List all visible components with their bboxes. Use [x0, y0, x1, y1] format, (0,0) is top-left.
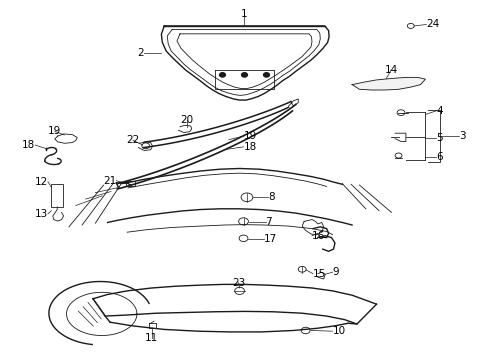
- Text: 13: 13: [35, 209, 48, 219]
- Text: 7: 7: [265, 217, 272, 227]
- Text: 17: 17: [264, 234, 277, 244]
- Text: 15: 15: [312, 269, 325, 279]
- Text: 23: 23: [231, 278, 245, 288]
- Circle shape: [394, 153, 401, 158]
- Circle shape: [238, 218, 248, 225]
- Text: 19: 19: [243, 131, 256, 141]
- Text: 9: 9: [332, 267, 339, 277]
- Circle shape: [219, 73, 225, 77]
- Bar: [51, 184, 63, 207]
- Text: 5: 5: [435, 133, 442, 143]
- Circle shape: [234, 287, 244, 294]
- Text: 4: 4: [435, 106, 442, 116]
- Circle shape: [239, 235, 247, 242]
- Circle shape: [298, 266, 305, 272]
- Text: 1: 1: [241, 9, 247, 19]
- Text: 3: 3: [458, 131, 465, 141]
- Text: 11: 11: [144, 333, 158, 343]
- Text: 8: 8: [267, 192, 274, 202]
- Text: 22: 22: [126, 135, 140, 145]
- Text: 16: 16: [311, 231, 325, 241]
- Text: 21: 21: [103, 176, 116, 186]
- Circle shape: [241, 73, 247, 77]
- Circle shape: [396, 110, 404, 116]
- Text: 10: 10: [332, 326, 345, 336]
- Polygon shape: [351, 77, 425, 90]
- Bar: [126, 181, 135, 186]
- Text: 14: 14: [384, 65, 397, 75]
- Circle shape: [407, 23, 413, 28]
- Circle shape: [142, 143, 149, 149]
- Circle shape: [263, 73, 269, 77]
- Text: 20: 20: [180, 114, 193, 125]
- Text: 24: 24: [426, 19, 439, 30]
- Text: 18: 18: [243, 142, 256, 152]
- Text: 19: 19: [48, 126, 61, 136]
- Text: 18: 18: [22, 140, 35, 150]
- Circle shape: [301, 327, 309, 334]
- Text: 6: 6: [435, 152, 442, 162]
- Text: 12: 12: [35, 177, 48, 187]
- Text: 2: 2: [137, 48, 144, 58]
- Circle shape: [241, 193, 252, 202]
